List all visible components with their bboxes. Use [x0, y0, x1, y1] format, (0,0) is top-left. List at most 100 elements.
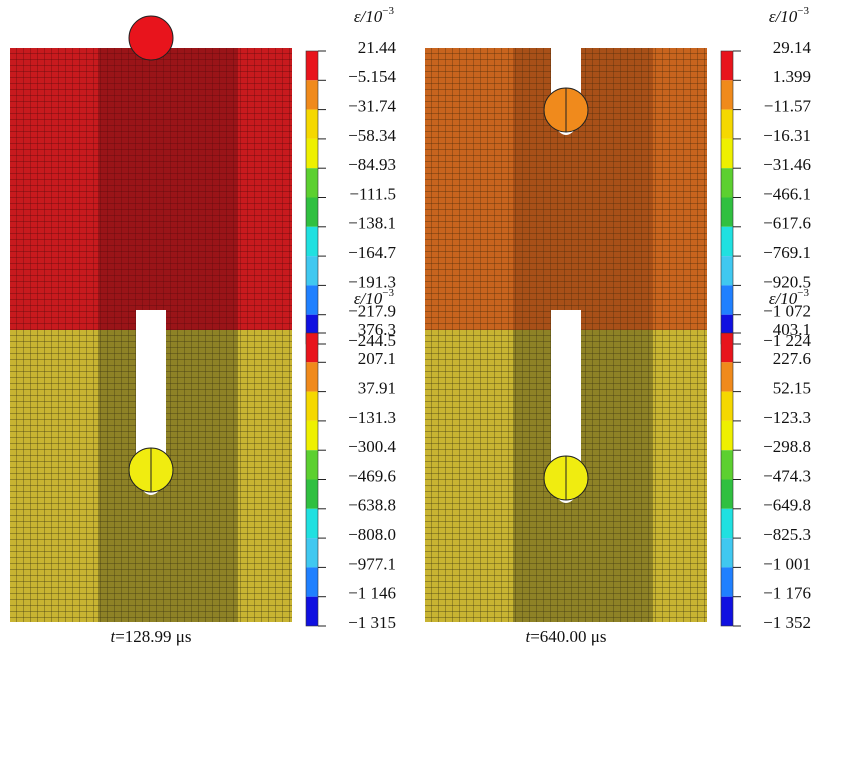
colorbar-segment	[306, 450, 318, 480]
colorbar-segment	[721, 226, 733, 257]
colorbar-segment	[306, 391, 318, 421]
colorbar-tick-label: −111.5	[349, 184, 396, 203]
colorbar-title: ε/10−3	[354, 287, 395, 308]
colorbar-title-exp: −3	[382, 287, 394, 299]
colorbar-segment	[721, 80, 733, 110]
colorbar-tick-label: −164.7	[348, 243, 396, 262]
colorbar-segment	[306, 285, 318, 315]
colorbar-tick-label: −1 072	[763, 302, 811, 321]
caption-text: =640.00 μs	[530, 627, 606, 646]
colorbar-title: ε/10−3	[769, 287, 810, 308]
colorbar-tick-label: −217.9	[348, 302, 396, 321]
colorbar-segment	[306, 333, 318, 363]
colorbar-tick-label: −474.3	[763, 466, 811, 485]
colorbar-tick-label: −123.3	[763, 408, 811, 427]
colorbar-tick-label: −5.154	[348, 67, 396, 86]
caption-var: t	[525, 627, 531, 646]
colorbar-title: ε/10−3	[769, 5, 810, 26]
colorbar-tick-label: −617.6	[763, 214, 811, 233]
colorbar-segment	[721, 109, 733, 139]
colorbar-segment	[306, 508, 318, 539]
colorbar-tick-label: −920.5	[763, 272, 811, 291]
colorbar-tick-label: 403.1	[773, 320, 811, 339]
colorbar-segment	[721, 168, 733, 198]
colorbar-segment	[721, 391, 733, 421]
colorbar-tick-label: 376.3	[358, 320, 396, 339]
caption-text: =128.99 μs	[115, 627, 191, 646]
colorbar-tick-label: −131.3	[348, 408, 396, 427]
colorbar-title: ε/10−3	[354, 5, 395, 26]
colorbar-title-base: ε/10	[354, 7, 383, 26]
colorbar-tick-label: −1 146	[348, 584, 396, 603]
colorbar-tick-label: −1 224	[763, 331, 811, 350]
colorbar-segment	[721, 285, 733, 315]
colorbar-tick-label: −1 352	[763, 613, 811, 632]
colorbar-segment	[306, 256, 318, 286]
colorbar-tick-label: −977.1	[348, 554, 396, 573]
colorbar-tick-label: −84.93	[348, 155, 396, 174]
colorbar-tick-label: −31.46	[763, 155, 811, 174]
colorbar-tick-label: −298.8	[763, 437, 811, 456]
colorbar-tick-label: −466.1	[763, 184, 811, 203]
colorbar-segment	[721, 256, 733, 286]
colorbar-tick-label: −16.31	[763, 126, 811, 145]
colorbar-segment	[721, 450, 733, 480]
colorbar-title-exp: −3	[382, 5, 394, 17]
colorbar-tick-label: 207.1	[358, 349, 396, 368]
colorbar-title-base: ε/10	[769, 7, 798, 26]
colorbar-tick-label: 1.399	[773, 67, 811, 86]
colorbar-segment	[306, 362, 318, 392]
colorbar-tick-label: −191.3	[348, 272, 396, 291]
colorbar-title-exp: −3	[797, 287, 809, 299]
colorbar-title-base: ε/10	[769, 289, 798, 308]
colorbar-segment	[721, 538, 733, 568]
colorbar-title-base: ε/10	[354, 289, 383, 308]
colorbar-segment	[721, 596, 733, 626]
colorbar-tick-label: −58.34	[348, 126, 396, 145]
colorbar-tick-label: −1 176	[763, 584, 811, 603]
colorbar-segment	[721, 51, 733, 81]
colorbar-tick-label: −638.8	[348, 496, 396, 515]
colorbar-tick-label: 227.6	[773, 349, 811, 368]
colorbar-segment	[721, 197, 733, 227]
colorbar-tick-label: −769.1	[763, 243, 811, 262]
colorbar-segment	[306, 596, 318, 626]
crater	[136, 310, 166, 495]
caption: t=640.00 μs	[525, 627, 606, 646]
colorbar-tick-label: 37.91	[358, 379, 396, 398]
colorbar-tick-label: −1 315	[348, 613, 396, 632]
colorbar-tick-label: −1 001	[763, 554, 811, 573]
colorbar-segment	[306, 479, 318, 509]
colorbar-tick-label: 52.15	[773, 379, 811, 398]
colorbar-segment	[721, 333, 733, 363]
colorbar-segment	[306, 168, 318, 198]
crater	[551, 310, 581, 503]
colorbar-segment	[306, 197, 318, 227]
colorbar-tick-label: 21.44	[358, 38, 397, 57]
colorbar-segment	[306, 226, 318, 257]
caption: t=128.99 μs	[110, 627, 191, 646]
projectile	[128, 15, 174, 61]
colorbar-segment	[306, 567, 318, 597]
caption-var: t	[110, 627, 116, 646]
colorbar-tick-label: −649.8	[763, 496, 811, 515]
colorbar-tick-label: −808.0	[348, 525, 396, 544]
colorbar-segment	[306, 538, 318, 568]
colorbar-segment	[306, 138, 318, 169]
colorbar-segment	[721, 138, 733, 169]
colorbar-tick-label: −31.74	[348, 97, 396, 116]
colorbar-segment	[306, 80, 318, 110]
colorbar-segment	[721, 479, 733, 509]
colorbar-tick-label: −300.4	[348, 437, 396, 456]
colorbar-tick-label: −244.5	[348, 331, 396, 350]
colorbar-tick-label: −11.57	[764, 97, 812, 116]
colorbar-tick-label: 29.14	[773, 38, 812, 57]
colorbar-segment	[721, 420, 733, 451]
mesh-grid	[10, 48, 292, 340]
colorbar-segment	[721, 508, 733, 539]
colorbar-tick-label: −825.3	[763, 525, 811, 544]
colorbar-segment	[306, 420, 318, 451]
colorbar-title-exp: −3	[797, 5, 809, 17]
colorbar-segment	[721, 567, 733, 597]
